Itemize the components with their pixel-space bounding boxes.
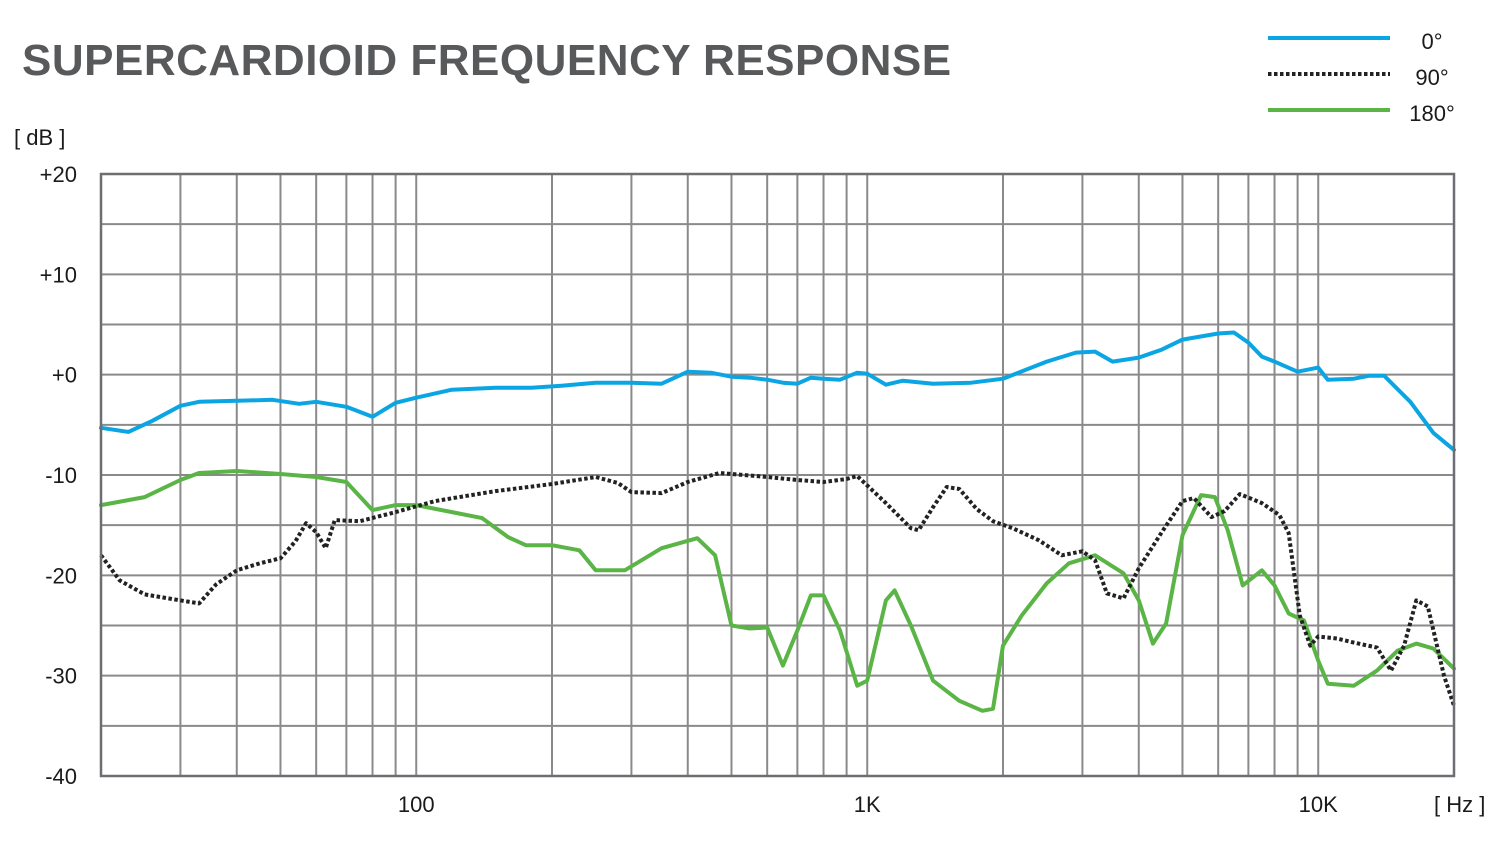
x-axis-unit-label: [ Hz ] (1434, 792, 1485, 817)
x-tick-label: 100 (398, 792, 435, 817)
legend-label-2: 180° (1409, 101, 1455, 126)
legend-label-1: 90° (1415, 65, 1448, 90)
y-tick-labels: +20 +10 +0 -10 -20 -30 -40 (40, 162, 77, 789)
x-tick-labels: 100 1K 10K (398, 792, 1338, 817)
y-tick-label: +20 (40, 162, 77, 187)
y-tick-label: -10 (45, 463, 77, 488)
y-tick-label: +0 (52, 363, 77, 388)
y-tick-label: -20 (45, 563, 77, 588)
grid-lines (101, 174, 1454, 776)
legend-label-0: 0° (1421, 29, 1442, 54)
series-line-1 (99, 471, 1456, 707)
curves (99, 330, 1456, 713)
chart-title: SUPERCARDIOID FREQUENCY RESPONSE (22, 36, 952, 85)
legend: 0° 90° 180° (1268, 29, 1455, 126)
series-line-2 (99, 469, 1456, 713)
y-tick-label: +10 (40, 262, 77, 287)
x-tick-label: 10K (1299, 792, 1338, 817)
series-line-0 (99, 330, 1456, 452)
plot-border (99, 172, 1456, 778)
x-tick-label: 1K (854, 792, 881, 817)
y-axis-unit-label: [ dB ] (14, 125, 65, 150)
y-tick-label: -30 (45, 664, 77, 689)
y-tick-label: -40 (45, 764, 77, 789)
plot-frame (99, 172, 1456, 778)
